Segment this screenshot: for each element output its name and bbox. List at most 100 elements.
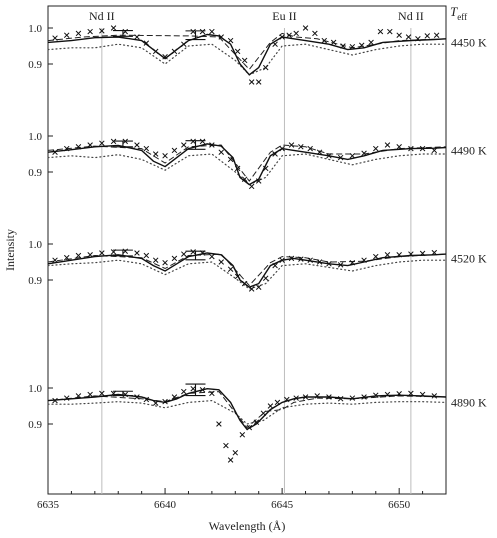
observed-point: [326, 394, 332, 400]
observed-point: [181, 41, 187, 47]
observed-point: [302, 25, 309, 31]
observed-point: [227, 156, 234, 163]
observed-point: [99, 28, 105, 34]
observed-point: [209, 142, 215, 148]
observed-point: [286, 32, 292, 38]
observed-point: [143, 252, 150, 259]
teff-subscript: eff: [457, 12, 467, 22]
observed-point: [227, 266, 234, 272]
observed-point: [279, 257, 285, 263]
observed-point: [424, 33, 431, 39]
observed-point: [298, 144, 304, 150]
observed-point: [162, 259, 168, 266]
spectral-panels: 1.0 0.9 4450 K 1.0 0.9 4490 K 1.0 0.9 4520 K 1.0 0…: [28, 23, 487, 463]
observed-point: [171, 255, 178, 262]
observed-point: [384, 252, 391, 258]
panel-1: 1.0 0.9 4490 K: [28, 131, 487, 190]
reference-lines: Nd II Eu II Nd II: [89, 9, 424, 494]
plot-frame: [47, 5, 447, 495]
observed-point: [248, 286, 255, 292]
model-dotted-line: [47, 399, 447, 425]
y-tick-label: 0.9: [28, 275, 42, 287]
observed-point: [134, 142, 140, 148]
x-tick-label: 6635: [37, 499, 60, 511]
observed-point: [63, 32, 70, 38]
error-bar: [112, 140, 133, 148]
observed-point: [361, 394, 367, 400]
observed-point: [234, 165, 241, 172]
observed-point: [190, 28, 196, 35]
panel-3: 1.0 0.9 4890 K: [28, 383, 487, 463]
error-bar: [185, 383, 206, 397]
observed-point: [255, 178, 262, 184]
observed-point: [209, 390, 215, 397]
observed-point: [152, 400, 159, 406]
observed-point: [284, 396, 290, 403]
observed-point: [234, 273, 241, 280]
observed-point: [396, 144, 402, 150]
error-bar: [112, 249, 133, 257]
observed-point: [248, 79, 255, 85]
observed-point: [307, 257, 313, 263]
observed-point: [87, 391, 93, 398]
teff-label: 4520 K: [451, 251, 487, 265]
observed-point: [134, 34, 140, 40]
observed-point: [337, 396, 344, 402]
observed-point: [181, 388, 187, 395]
y-tick-label: 1.0: [28, 239, 42, 251]
x-tick-label: 6650: [388, 499, 411, 511]
observed-point: [190, 385, 196, 392]
x-tick-label: 6640: [154, 499, 177, 511]
y-tick-label: 0.9: [28, 419, 42, 431]
observed-point: [218, 259, 225, 265]
observed-point: [262, 64, 269, 71]
observed-point: [384, 142, 391, 148]
observed-point: [326, 153, 332, 159]
observed-point: [312, 30, 318, 37]
observed-point: [162, 153, 168, 159]
observed-point: [279, 34, 285, 40]
observed-point: [255, 79, 262, 85]
error-bar: [185, 140, 206, 150]
teff-label: 4450 K: [451, 35, 487, 49]
observed-point: [298, 256, 304, 262]
observed-point: [373, 145, 379, 152]
observed-point: [384, 391, 391, 398]
observed-point: [75, 252, 82, 259]
observed-point: [199, 138, 206, 145]
panel-0: 1.0 0.9 4450 K: [28, 23, 487, 85]
x-tick-label: 6645: [271, 499, 294, 511]
observed-point: [52, 35, 58, 41]
observed-point: [87, 142, 93, 148]
observed-point: [358, 42, 365, 49]
observed-point: [199, 387, 206, 393]
observed-point: [52, 257, 58, 263]
observed-point: [87, 252, 93, 258]
observed-point: [431, 147, 438, 154]
observed-point: [307, 145, 313, 152]
y-axis-label: Intensity: [3, 229, 17, 271]
observed-point: [216, 421, 222, 427]
observed-point: [75, 393, 82, 399]
observed-point: [387, 28, 393, 35]
observed-point: [349, 153, 356, 159]
observed-point: [99, 250, 105, 256]
observed-point: [433, 32, 440, 38]
observed-point: [227, 37, 234, 44]
teff-label: 4490 K: [451, 143, 487, 157]
observed-point: [227, 457, 234, 463]
observed-point: [181, 251, 187, 257]
observed-point: [293, 30, 299, 37]
observed-point: [316, 259, 323, 265]
observed-point: [288, 142, 295, 148]
observed-point: [396, 32, 402, 38]
line-label-0: Nd II: [89, 9, 115, 23]
observed-point: [218, 149, 225, 155]
observed-point: [63, 395, 70, 401]
observed-point: [326, 261, 332, 267]
model-dashed-line: [47, 32, 447, 71]
observed-point: [288, 255, 295, 262]
observed-point: [340, 43, 346, 49]
teff-label: 4890 K: [451, 395, 487, 409]
